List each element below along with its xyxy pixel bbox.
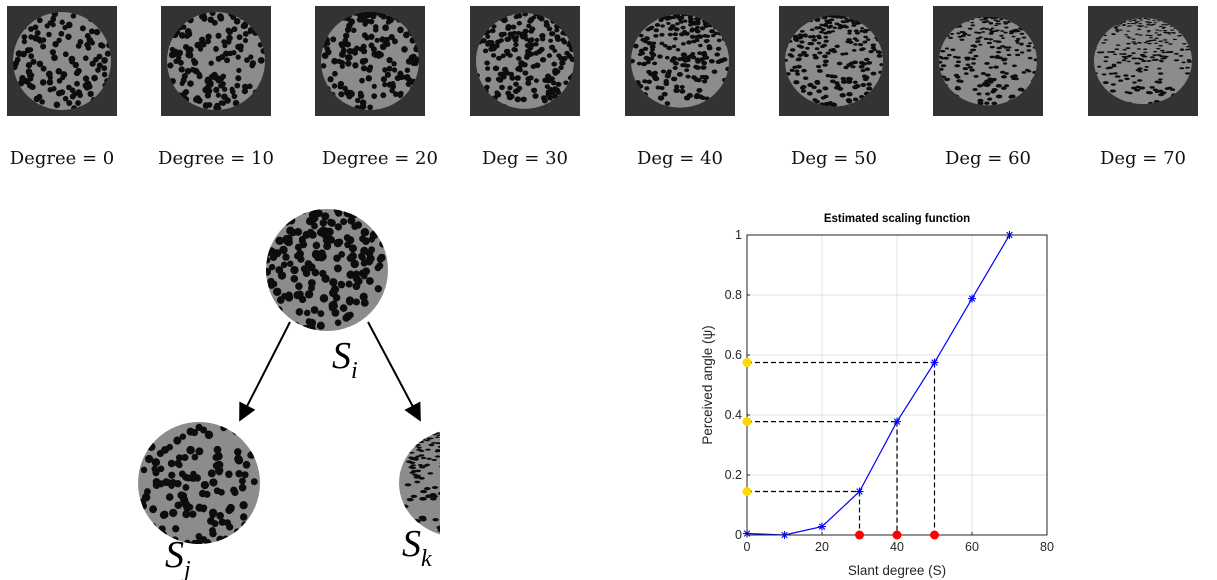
chart-title: Estimated scaling function [824, 213, 970, 225]
root-stimulus [266, 209, 388, 331]
data-point [930, 358, 939, 367]
panel-caption: Degree = 10 [158, 148, 274, 169]
right-label: Sk [402, 523, 432, 572]
x-marker-dot [855, 530, 864, 540]
root-label: Si [332, 335, 358, 384]
x-tick-label: 0 [744, 540, 751, 554]
texture-disc-group [167, 12, 265, 110]
y-tick-label: 1 [735, 228, 742, 242]
series-line [746, 234, 1011, 536]
x-axis-label: Slant degree (S) [848, 563, 946, 578]
y-axis-label: Perceived angle (ψ) [700, 325, 715, 444]
data-point [818, 522, 826, 531]
tick-labels: 0 20 40 60 80 0 0.2 0.4 0.6 0.8 1 [725, 228, 1054, 554]
left-stimulus [138, 422, 260, 544]
x-marker-dot [892, 530, 902, 540]
texture-disc-group [321, 12, 419, 110]
texture-panel-50 [779, 6, 889, 116]
data-point [968, 294, 976, 303]
scaling-function-chart: 0 20 40 60 80 0 0.2 0.4 0.6 0.8 1 Estimated scalin… [700, 213, 1054, 578]
axis-markers [742, 358, 939, 540]
y-marker-dot [742, 358, 752, 367]
panel-caption: Deg = 40 [636, 148, 724, 169]
texture-disc [939, 16, 1037, 106]
panel-caption: Degree = 0 [9, 148, 115, 169]
series-layer [743, 231, 1014, 539]
arrow-to-right [367, 321, 421, 422]
texture-panel-0 [7, 6, 117, 116]
y-marker-dot [742, 487, 752, 496]
x-marker-dot [930, 530, 939, 540]
y-tick-label: 0.6 [725, 348, 742, 362]
texture-panel-70 [1088, 6, 1198, 116]
y-marker-dot [742, 417, 752, 427]
texture-panel-20 [315, 6, 425, 116]
panel-caption: Deg = 50 [790, 148, 878, 169]
texture-panel-30 [470, 6, 580, 116]
y-tick-label: 0.2 [725, 468, 742, 482]
panel-caption: Deg = 70 [1099, 148, 1187, 169]
x-tick-label: 20 [815, 540, 829, 554]
texture-panel-40 [625, 6, 735, 116]
arrow-to-left [239, 321, 291, 422]
y-tick-label: 0.8 [725, 288, 742, 302]
x-tick-label: 80 [1040, 540, 1054, 554]
x-tick-label: 60 [965, 540, 979, 554]
panel-caption: Deg = 30 [481, 148, 569, 169]
x-tick-label: 40 [890, 540, 904, 554]
data-point [893, 417, 901, 426]
y-tick-label: 0.4 [725, 408, 742, 422]
panel-caption: Degree = 20 [322, 148, 438, 169]
texture-panel-60 [933, 6, 1043, 116]
panel-caption: Deg = 60 [944, 148, 1032, 169]
y-tick-label: 0 [735, 528, 742, 542]
guide-lines [747, 361, 936, 535]
texture-panel-10 [161, 6, 271, 116]
data-point [855, 487, 864, 496]
comparison-tree: Si Sj Sk [138, 209, 440, 580]
